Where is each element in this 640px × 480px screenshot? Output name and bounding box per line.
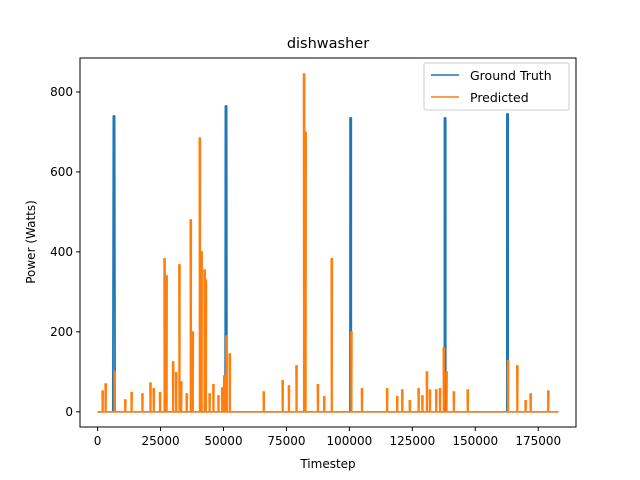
series-spike <box>101 390 105 412</box>
series-spike <box>295 365 298 412</box>
series-spike <box>385 387 389 412</box>
series-spike <box>395 395 399 412</box>
series-spike <box>224 105 228 412</box>
series-spike <box>217 395 220 412</box>
series-spike <box>141 393 144 412</box>
legend-box <box>423 62 570 111</box>
plot-frame <box>79 57 577 428</box>
series-spike <box>220 387 224 412</box>
y-tick-label: 600 <box>50 165 73 179</box>
series-spike <box>178 263 181 412</box>
series-spike <box>163 257 166 412</box>
series-spike <box>158 391 162 412</box>
series-spike <box>515 365 519 412</box>
series-spike <box>212 383 215 412</box>
series-spike <box>421 395 424 412</box>
series-spike <box>330 257 334 412</box>
series-spike <box>208 393 212 412</box>
series-spike <box>400 389 404 412</box>
series-spike <box>428 389 432 412</box>
series-spike <box>505 113 510 412</box>
series-predicted <box>97 73 559 413</box>
x-tick-label: 0 <box>94 434 102 448</box>
y-tick-label: 400 <box>50 245 73 259</box>
series-spike <box>417 387 420 412</box>
series-spike <box>425 371 429 412</box>
series-spike <box>360 387 364 412</box>
series-spike <box>546 390 550 412</box>
series-spike <box>442 347 446 412</box>
chart-title: dishwasher <box>287 36 369 52</box>
series-spike <box>443 117 447 412</box>
series-spike <box>438 387 442 412</box>
series-spike <box>165 275 168 412</box>
series-spike <box>434 389 438 412</box>
x-tick-label: 125000 <box>389 434 435 448</box>
series-spike <box>198 137 202 412</box>
series-spike <box>350 331 353 412</box>
x-tick-label: 175000 <box>515 434 561 448</box>
series-spike <box>104 383 108 412</box>
series-spike <box>123 399 127 412</box>
series-spike <box>225 335 228 412</box>
series-spike <box>445 371 448 412</box>
legend: Ground Truth Predicted <box>423 62 570 111</box>
series-spike <box>349 117 353 412</box>
series-spike <box>179 381 183 412</box>
series-spike <box>322 395 326 412</box>
x-tick-label: 25000 <box>141 434 179 448</box>
series-spike <box>191 331 195 412</box>
series-spike <box>281 379 285 412</box>
series-spike <box>174 371 178 412</box>
series-spike <box>204 279 208 412</box>
series-spike <box>189 219 193 412</box>
series-spike <box>228 353 232 412</box>
series-spike <box>287 385 291 412</box>
series-spike <box>171 361 175 412</box>
series-spike <box>200 251 203 412</box>
x-tick-label: 100000 <box>326 434 372 448</box>
x-tick-label: 50000 <box>204 434 242 448</box>
series-spike <box>149 382 152 412</box>
x-axis-label: Timestep <box>299 457 355 471</box>
y-tick-label: 0 <box>65 405 73 419</box>
y-tick-label: 800 <box>50 85 73 99</box>
series-spike <box>185 393 189 412</box>
series-spike <box>152 387 156 412</box>
series-spike <box>113 371 117 412</box>
x-tick-label: 75000 <box>267 434 305 448</box>
series-spike <box>506 359 510 412</box>
series-spike <box>130 391 133 412</box>
y-tick-label: 200 <box>50 325 73 339</box>
legend-label-predicted: Predicted <box>470 90 529 105</box>
series-spike <box>111 115 117 412</box>
series-spike <box>452 391 456 412</box>
series-spike <box>466 389 470 412</box>
series-spike <box>262 391 266 412</box>
series-spike <box>529 393 533 412</box>
series-spike <box>524 399 527 412</box>
legend-label-ground-truth: Ground Truth <box>470 68 552 83</box>
series-spike <box>408 399 412 412</box>
x-tick-label: 150000 <box>452 434 498 448</box>
y-axis-label: Power (Watts) <box>24 200 38 284</box>
series-spike <box>304 131 307 412</box>
series-spike <box>316 383 320 412</box>
series-spike <box>222 375 226 412</box>
